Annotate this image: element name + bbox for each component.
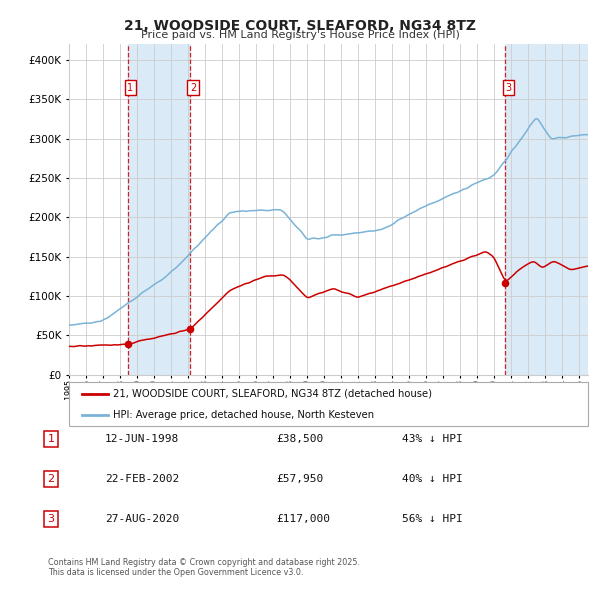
- Text: 12-JUN-1998: 12-JUN-1998: [105, 434, 179, 444]
- Text: £57,950: £57,950: [276, 474, 323, 484]
- Text: 43% ↓ HPI: 43% ↓ HPI: [402, 434, 463, 444]
- Text: £117,000: £117,000: [276, 514, 330, 524]
- Bar: [128, 44, 190, 375]
- Text: 3: 3: [47, 514, 55, 524]
- Text: 1: 1: [127, 83, 133, 93]
- Text: HPI: Average price, detached house, North Kesteven: HPI: Average price, detached house, Nort…: [113, 410, 374, 420]
- Text: 27-AUG-2020: 27-AUG-2020: [105, 514, 179, 524]
- Text: 2: 2: [190, 83, 196, 93]
- Text: Contains HM Land Registry data © Crown copyright and database right 2025.: Contains HM Land Registry data © Crown c…: [48, 558, 360, 566]
- Text: 22-FEB-2002: 22-FEB-2002: [105, 474, 179, 484]
- Text: 3: 3: [505, 83, 511, 93]
- Bar: [505, 44, 588, 375]
- Text: 56% ↓ HPI: 56% ↓ HPI: [402, 514, 463, 524]
- Text: This data is licensed under the Open Government Licence v3.0.: This data is licensed under the Open Gov…: [48, 568, 304, 576]
- FancyBboxPatch shape: [69, 382, 588, 426]
- Text: 21, WOODSIDE COURT, SLEAFORD, NG34 8TZ (detached house): 21, WOODSIDE COURT, SLEAFORD, NG34 8TZ (…: [113, 389, 432, 399]
- Text: Price paid vs. HM Land Registry's House Price Index (HPI): Price paid vs. HM Land Registry's House …: [140, 30, 460, 40]
- Text: 2: 2: [47, 474, 55, 484]
- Text: 40% ↓ HPI: 40% ↓ HPI: [402, 474, 463, 484]
- Text: £38,500: £38,500: [276, 434, 323, 444]
- Text: 1: 1: [47, 434, 55, 444]
- Text: 21, WOODSIDE COURT, SLEAFORD, NG34 8TZ: 21, WOODSIDE COURT, SLEAFORD, NG34 8TZ: [124, 19, 476, 34]
